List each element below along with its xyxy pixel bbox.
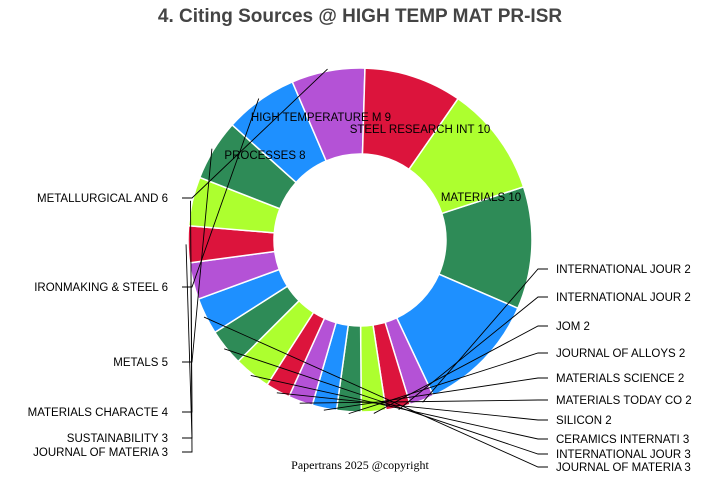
slice-label-13: SUSTAINABILITY 3	[67, 433, 168, 445]
leader-line-7	[299, 399, 548, 404]
slice-label-8: SILICON 2	[556, 415, 612, 427]
leader-lines	[182, 68, 548, 468]
slice-label-10: INTERNATIONAL JOUR 3	[556, 449, 691, 461]
leader-line-17	[182, 68, 328, 199]
leader-line-8	[276, 392, 548, 421]
slice-label-3: INTERNATIONAL JOUR 2	[556, 292, 691, 304]
leader-line-12	[182, 281, 193, 453]
leader-line-10	[224, 348, 548, 455]
chart-title: 4. Citing Sources @ HIGH TEMP MAT PR-ISR	[157, 6, 563, 27]
slice-label-14: MATERIALS CHARACTE 4	[28, 407, 169, 419]
leader-line-15	[182, 148, 213, 363]
slice-label-17: METALLURGICAL AND 6	[37, 193, 168, 205]
leader-line-13	[182, 244, 193, 439]
slice-labels: STEEL RESEARCH INT 10 MATERIALS 10 INTERNA…	[28, 112, 692, 474]
slice-label-9: CERAMICS INTERNATI 3	[556, 434, 689, 446]
leader-line-11	[203, 316, 548, 468]
slice-label-7: MATERIALS TODAY CO 2	[556, 395, 692, 407]
slice-label-4: JOM 2	[556, 321, 590, 333]
slice-label-18: PROCESSES 8	[224, 150, 305, 162]
slice-label-6: MATERIALS SCIENCE 2	[556, 373, 684, 385]
slice-label-12: JOURNAL OF MATERIA 3	[33, 447, 168, 459]
leader-line-9	[250, 374, 548, 440]
leader-line-4	[373, 325, 548, 414]
slice-label-0: STEEL RESEARCH INT 10	[350, 124, 491, 136]
donut-slice-19	[407, 97, 525, 215]
slice-label-16: IRONMAKING & STEEL 6	[34, 282, 168, 294]
slice-label-15: METALS 5	[113, 357, 168, 369]
slice-label-1: MATERIALS 10	[441, 192, 521, 204]
slice-label-11: JOURNAL OF MATERIA 3	[556, 462, 691, 474]
slice-label-2: INTERNATIONAL JOUR 2	[556, 264, 691, 276]
copyright-footer: Papertrans 2025 @copyright	[291, 458, 429, 472]
leader-line-2	[422, 268, 548, 403]
donut-slices	[187, 67, 533, 413]
leader-line-3	[398, 296, 548, 411]
leader-line-5	[348, 352, 548, 415]
leader-line-6	[323, 377, 548, 411]
slice-label-5: JOURNAL OF ALLOYS 2	[556, 348, 685, 360]
leader-line-16	[182, 98, 260, 288]
leader-line-14	[182, 200, 193, 413]
slice-label-19: HIGH TEMPERATURE M 9	[251, 112, 391, 124]
